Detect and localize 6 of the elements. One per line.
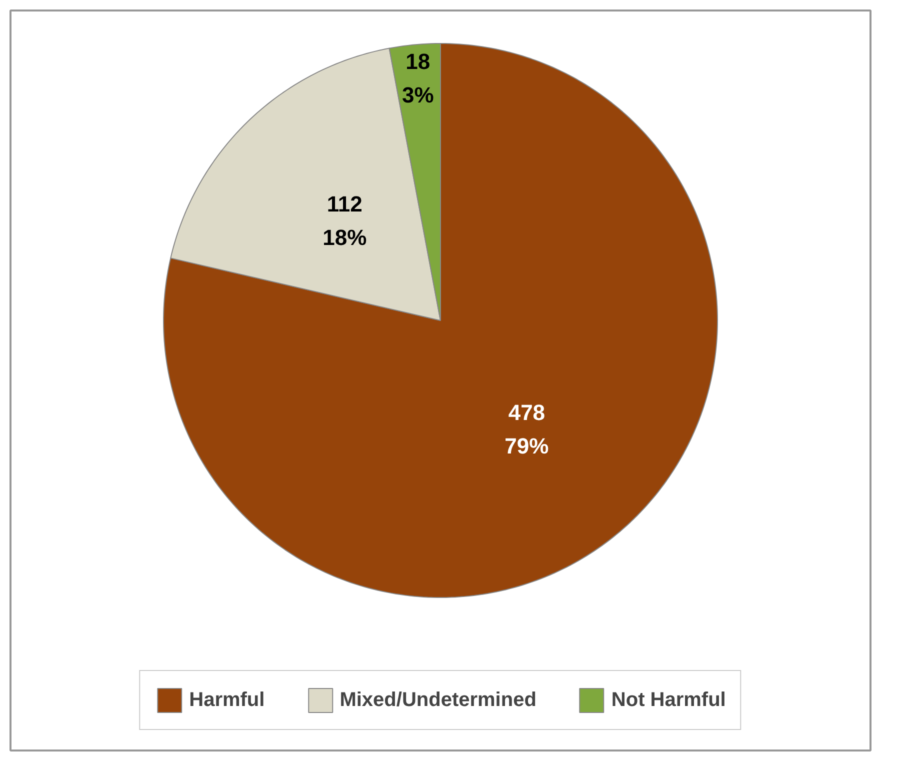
data-label: 18 3% bbox=[402, 48, 434, 108]
legend-label: Harmful bbox=[189, 688, 265, 712]
data-label: 478 79% bbox=[504, 400, 549, 458]
data-label: 112 18% bbox=[322, 192, 367, 250]
legend-label: Mixed/Undetermined bbox=[340, 688, 536, 712]
legend-label: Not Harmful bbox=[611, 688, 726, 712]
